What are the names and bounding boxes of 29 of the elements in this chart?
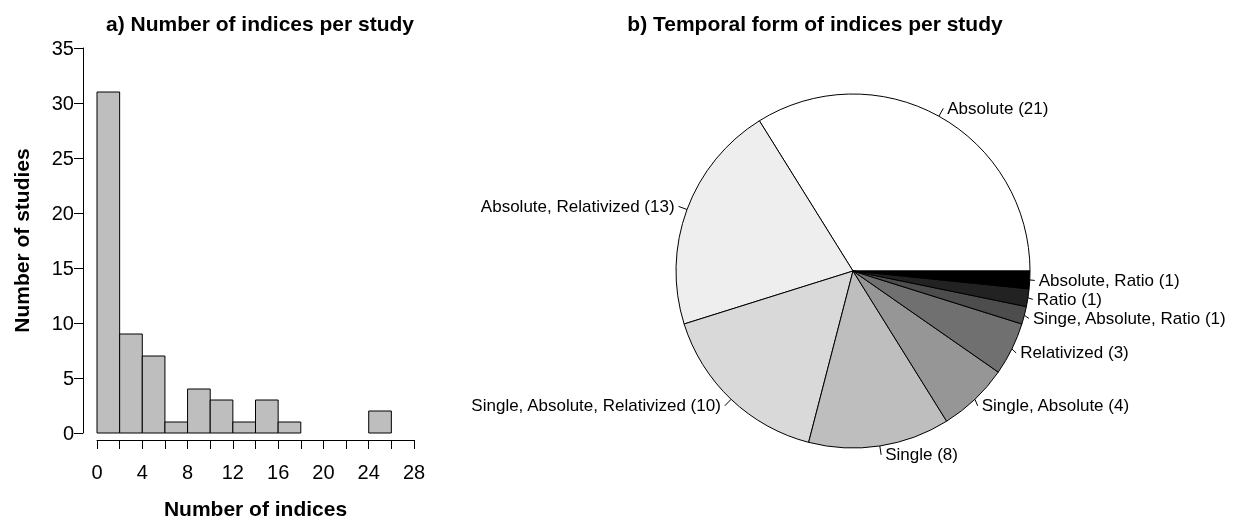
- chart-title: a) Number of indices per study: [105, 12, 415, 35]
- y-tick-label: 35: [51, 37, 74, 59]
- slice-label: Single, Absolute (4): [981, 396, 1130, 416]
- chart-title: b) Temporal form of indices per study: [627, 12, 1003, 35]
- x-tick-label: 4: [136, 461, 148, 483]
- slice-label: Absolute, Relativized (13): [480, 196, 675, 216]
- slice-label: Single, Absolute, Relativized (10): [471, 396, 721, 416]
- slice-label: Absolute (21): [947, 98, 1049, 118]
- x-tick-label: 28: [402, 461, 426, 483]
- y-tick-label: 10: [51, 312, 74, 334]
- x-tick-label: 20: [312, 461, 335, 483]
- slice-label: Singe, Absolute, Ratio (1): [1032, 308, 1226, 328]
- y-tick-label: 25: [51, 147, 74, 169]
- x-tick-label: 8: [182, 461, 194, 483]
- slice-label: Relativized (3): [1020, 343, 1129, 363]
- y-tick-label: 20: [51, 202, 74, 224]
- slice-label: Single (8): [885, 445, 958, 465]
- x-tick-label: 16: [267, 461, 290, 483]
- y-tick-label: 30: [51, 92, 74, 114]
- x-axis-title: Number of indices: [163, 497, 348, 520]
- x-tick-label: 12: [221, 461, 244, 483]
- y-tick-label: 0: [62, 422, 74, 444]
- y-tick-label: 5: [62, 367, 74, 389]
- y-axis-title: Number of studies: [10, 148, 33, 333]
- y-tick-label: 15: [51, 257, 74, 279]
- x-tick-label: 24: [357, 461, 380, 483]
- slice-label: Absolute, Ratio (1): [1038, 270, 1180, 290]
- slice-label: Ratio (1): [1036, 289, 1103, 309]
- x-tick-label: 0: [91, 461, 103, 483]
